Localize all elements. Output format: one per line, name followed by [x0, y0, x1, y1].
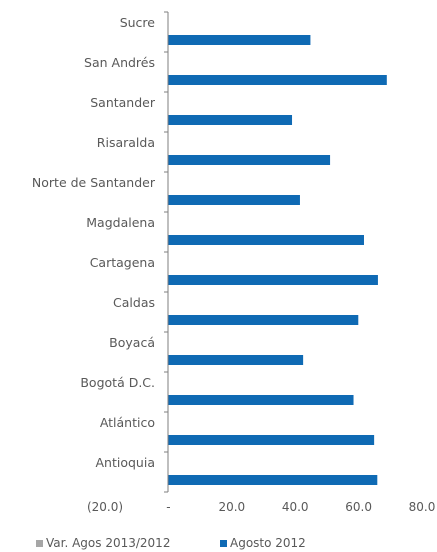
category-label: Atlántico [100, 415, 155, 430]
category-label: Norte de Santander [32, 175, 156, 190]
bar-agosto-2012 [168, 195, 300, 205]
category-label: Antioquia [96, 455, 156, 470]
category-label: Cartagena [90, 255, 155, 270]
category-label: Magdalena [86, 215, 155, 230]
category-label: Caldas [113, 295, 155, 310]
legend-swatch-var [36, 539, 43, 547]
x-tick-label: 40.0 [282, 500, 309, 514]
x-tick-label: 80.0 [409, 500, 436, 514]
bar-agosto-2012 [168, 115, 293, 125]
bar-agosto-2012 [168, 275, 378, 285]
bar-agosto-2012 [168, 475, 378, 485]
bar-agosto-2012 [168, 395, 354, 405]
x-tick-label: - [166, 500, 170, 514]
bars [168, 35, 387, 485]
category-label: Boyacá [109, 335, 155, 350]
bar-agosto-2012 [168, 75, 387, 85]
x-tick-label: (20.0) [87, 500, 123, 514]
legend: Var. Agos 2013/2012 Agosto 2012 [0, 536, 437, 552]
legend-item-agosto: Agosto 2012 [220, 536, 306, 550]
category-label: Sucre [120, 15, 156, 30]
category-labels: Sucre San Andrés Santander Risaralda Norte d… [32, 15, 156, 470]
x-tick-label: 20.0 [218, 500, 245, 514]
bar-agosto-2012 [168, 435, 375, 445]
category-label: Risaralda [97, 135, 155, 150]
bar-agosto-2012 [168, 355, 304, 365]
legend-label-var: Var. Agos 2013/2012 [46, 536, 171, 550]
x-tick-labels: (20.0) - 20.0 40.0 60.0 80.0 [87, 500, 435, 514]
legend-item-var: Var. Agos 2013/2012 [36, 536, 170, 550]
legend-swatch-agosto [220, 539, 227, 547]
category-label: San Andrés [84, 55, 155, 70]
axes [164, 11, 169, 493]
bar-agosto-2012 [168, 315, 359, 325]
legend-label-agosto: Agosto 2012 [230, 536, 306, 550]
bar-agosto-2012 [168, 35, 311, 45]
bar-agosto-2012 [168, 155, 331, 165]
x-tick-label: 60.0 [345, 500, 372, 514]
category-label: Bogotá D.C. [80, 375, 155, 390]
category-label: Santander [90, 95, 156, 110]
bar-agosto-2012 [168, 235, 364, 245]
